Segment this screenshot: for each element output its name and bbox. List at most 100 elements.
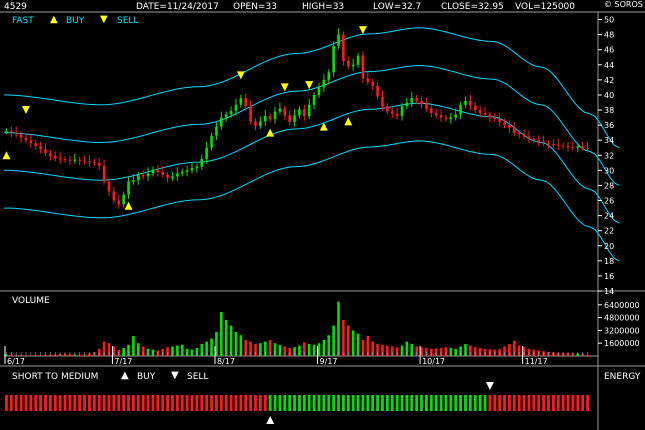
- month-label: 8/17: [217, 357, 235, 366]
- month-label: 11/17: [525, 357, 548, 366]
- indicator-bar: [92, 395, 96, 411]
- volume-bar: [180, 344, 184, 356]
- candle-body: [303, 109, 306, 117]
- chart-grid: [0, 11, 645, 430]
- candle-body: [317, 87, 321, 95]
- header-close: CLOSE=32.95: [441, 2, 504, 12]
- indicator-buy-marker: [266, 416, 275, 424]
- candle-body: [97, 162, 101, 166]
- indicator-bar: [39, 395, 43, 411]
- header-date: DATE=11/24/2017: [136, 2, 219, 12]
- price-axis: 14 16 18 20 22 24 26 28 30 32 34 36 38 40 42 44 46 48 50: [598, 16, 614, 296]
- indicator-bar: [132, 395, 135, 411]
- candle-body: [224, 114, 228, 118]
- indicator-bar: [83, 395, 86, 411]
- candle-body: [73, 159, 77, 161]
- indicator-bar: [146, 395, 150, 411]
- candle-body: [522, 134, 526, 137]
- indicator-bar: [141, 395, 145, 411]
- indicator-bar: [249, 395, 253, 411]
- candle-body: [390, 111, 394, 114]
- volume-bar: [210, 338, 213, 356]
- candle-body: [307, 104, 311, 117]
- candle-body: [298, 109, 301, 116]
- band-line-1: [4, 102, 620, 224]
- indicator-bar: [44, 395, 47, 411]
- candle-body: [39, 146, 42, 150]
- candle-body: [146, 173, 150, 177]
- indicator-bar: [53, 395, 57, 411]
- volume-title: VOLUME: [12, 296, 50, 306]
- indicator-bar: [532, 395, 536, 411]
- price-tick-label: 42: [604, 76, 614, 85]
- indicator-sell-label: SELL: [187, 372, 209, 382]
- indicator-bar: [312, 395, 316, 411]
- fast-buy-signal: [124, 201, 133, 210]
- candle-body: [24, 137, 28, 141]
- indicator-bar: [190, 395, 194, 411]
- candle-body: [268, 116, 272, 120]
- indicator-bar: [361, 395, 365, 411]
- indicator-bar: [434, 395, 438, 411]
- volume-bar: [102, 341, 106, 356]
- candle-body: [351, 64, 355, 67]
- header-volume: VOL=125000: [515, 2, 575, 12]
- candle-body: [444, 117, 448, 120]
- indicator-bar: [478, 395, 482, 411]
- candle-body: [532, 138, 536, 141]
- band-line-3: [3, 27, 620, 149]
- price-tick-label: 30: [604, 166, 614, 175]
- candle-body: [454, 114, 458, 118]
- fast-sell-signal: [21, 106, 30, 115]
- fast-buy-signal: [2, 151, 11, 160]
- volume-tick-label: 4800000: [604, 314, 640, 323]
- candle-body: [556, 144, 560, 146]
- indicator-bar: [390, 395, 394, 411]
- indicator-bar: [34, 395, 38, 411]
- volume-bar: [127, 344, 130, 356]
- indicator-bar: [136, 395, 140, 411]
- indicator-bar: [205, 395, 209, 411]
- indicator-bar: [283, 395, 287, 411]
- indicator-bar: [156, 395, 160, 411]
- volume-bar: [293, 347, 296, 356]
- indicator-bar: [317, 395, 321, 411]
- volume-bar: [410, 344, 414, 356]
- indicator-bar: [498, 395, 502, 411]
- volume-tick-label: 1600000: [604, 339, 640, 348]
- indicator-bar: [341, 395, 345, 411]
- indicator-bar: [483, 395, 487, 411]
- volume-bar: [166, 347, 169, 356]
- candle-body: [68, 159, 72, 161]
- candle-body: [552, 143, 555, 145]
- candle-body: [346, 61, 350, 67]
- volume-bar: [298, 345, 301, 356]
- volume-bar: [464, 344, 467, 356]
- candle-body: [127, 181, 130, 195]
- fast-buy-signal: [319, 122, 328, 131]
- candle-body: [586, 147, 589, 149]
- legend-fast: FAST: [12, 16, 34, 26]
- volume-bar: [268, 340, 272, 356]
- price-tick-label: 48: [604, 31, 614, 40]
- indicator-bar: [302, 395, 306, 411]
- volume-bar: [263, 341, 267, 356]
- indicator-bar: [268, 395, 272, 411]
- indicator-bar: [415, 395, 419, 411]
- indicator-buy-icon: ▲: [121, 370, 129, 381]
- indicator-bar: [122, 395, 126, 411]
- indicator-bar: [586, 395, 589, 411]
- indicator-bar: [581, 395, 585, 411]
- candle-body: [205, 147, 208, 160]
- candle-body: [478, 110, 482, 114]
- indicator-bar: [68, 395, 72, 411]
- header-high: HIGH=33: [302, 2, 345, 12]
- candle-body: [513, 128, 516, 133]
- candle-body: [498, 119, 501, 123]
- volume-bar: [141, 346, 145, 356]
- indicator-bar: [88, 395, 91, 411]
- indicator-bar: [29, 395, 33, 411]
- indicator-bar: [508, 395, 511, 411]
- candle-body: [566, 146, 570, 148]
- month-label: 7/17: [114, 357, 132, 366]
